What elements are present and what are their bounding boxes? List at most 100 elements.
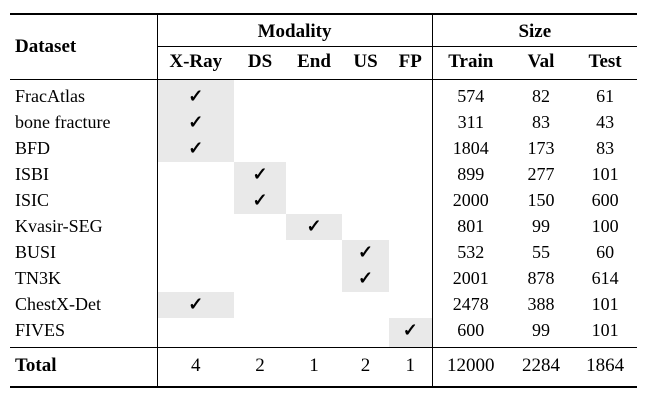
check-icon: ✓: [188, 86, 204, 106]
modality-empty-cell: [389, 292, 432, 318]
column-header-test: Test: [573, 46, 638, 80]
modality-empty-cell: [286, 162, 342, 188]
dataset-name: BUSI: [15, 242, 57, 262]
train-count: 600: [431, 318, 510, 348]
total-label: Total: [10, 347, 157, 387]
check-icon: ✓: [252, 164, 268, 184]
test-count: 101: [591, 320, 619, 340]
modality-check-cell: ✓: [342, 240, 389, 266]
modality-check-cell: ✓: [234, 188, 286, 214]
dataset-name: ISIC: [15, 190, 50, 210]
table-row: BFD ✓ 1804 173 83: [10, 136, 637, 162]
dataset-modality-size-table: Dataset Modality Size X-Ray DS End US FP…: [10, 13, 638, 388]
val-count: 83: [532, 112, 551, 132]
train-count: 1804: [431, 136, 510, 162]
modality-check-cell: ✓: [156, 79, 234, 110]
train-count: 801: [431, 214, 510, 240]
total-end-count: 1: [286, 347, 342, 387]
test-count: 60: [596, 242, 615, 262]
train-count: 2001: [431, 266, 510, 292]
modality-empty-cell: [234, 110, 286, 136]
modality-empty-cell: [389, 80, 432, 111]
modality-empty-cell: [286, 110, 342, 136]
dataset-name: FIVES: [15, 320, 66, 340]
modality-empty-cell: [156, 266, 234, 292]
val-count: 173: [527, 138, 555, 158]
modality-empty-cell: [389, 188, 432, 214]
paper-table-figure: Dataset Modality Size X-Ray DS End US FP…: [10, 13, 638, 388]
column-group-modality: Modality: [156, 14, 433, 47]
modality-empty-cell: [389, 266, 432, 292]
modality-empty-cell: [286, 266, 342, 292]
total-train-count: 12000: [431, 347, 510, 387]
modality-empty-cell: [234, 136, 286, 162]
table-row: ISBI ✓ 899 277 101: [10, 162, 637, 188]
train-count: 2478: [431, 292, 510, 318]
modality-empty-cell: [286, 292, 342, 318]
modality-empty-cell: [286, 80, 342, 111]
modality-empty-cell: [342, 214, 389, 240]
modality-empty-cell: [234, 292, 286, 318]
column-group-size: Size: [431, 14, 638, 47]
modality-empty-cell: [234, 266, 286, 292]
dataset-name: ISBI: [15, 164, 50, 184]
modality-empty-cell: [234, 80, 286, 111]
test-count: 600: [591, 190, 619, 210]
train-count: 899: [431, 162, 510, 188]
total-us-count: 2: [342, 347, 389, 387]
dataset-name: ChestX-Det: [15, 294, 101, 314]
modality-empty-cell: [286, 188, 342, 214]
val-count: 82: [532, 86, 551, 106]
modality-check-cell: ✓: [286, 214, 342, 240]
train-count: 532: [431, 240, 510, 266]
val-count: 388: [527, 294, 555, 314]
header-columns-row: X-Ray DS End US FP Train Val Test: [10, 46, 638, 80]
table-row: TN3K ✓ 2001 878 614: [10, 266, 637, 292]
modality-check-cell: ✓: [156, 110, 234, 136]
modality-check-cell: ✓: [234, 162, 286, 188]
modality-empty-cell: [156, 188, 234, 214]
column-header-end: End: [286, 46, 342, 80]
val-count: 99: [532, 320, 551, 340]
modality-empty-cell: [342, 188, 389, 214]
modality-empty-cell: [389, 240, 432, 266]
header-group-row: Dataset Modality Size: [10, 14, 638, 80]
modality-empty-cell: [156, 214, 234, 240]
modality-empty-cell: [286, 318, 342, 348]
table-row: FIVES ✓ 600 99 101: [10, 318, 637, 348]
test-count: 614: [591, 268, 619, 288]
modality-empty-cell: [156, 240, 234, 266]
dataset-name: TN3K: [15, 268, 61, 288]
test-count: 101: [591, 164, 619, 184]
column-header-xray: X-Ray: [156, 46, 234, 80]
modality-empty-cell: [342, 80, 389, 111]
modality-empty-cell: [389, 136, 432, 162]
column-header-train: Train: [431, 46, 510, 80]
dataset-name: bone fracture: [15, 112, 111, 132]
train-count: 574: [431, 79, 510, 110]
modality-empty-cell: [234, 240, 286, 266]
test-count: 61: [596, 86, 615, 106]
modality-empty-cell: [286, 136, 342, 162]
total-val-count: 2284: [509, 347, 574, 387]
modality-check-cell: ✓: [156, 136, 234, 162]
modality-check-cell: ✓: [156, 292, 234, 318]
check-icon: ✓: [188, 294, 204, 314]
modality-empty-cell: [342, 292, 389, 318]
dataset-name: BFD: [15, 138, 51, 158]
modality-empty-cell: [286, 240, 342, 266]
val-count: 99: [532, 216, 551, 236]
total-ds-count: 2: [234, 347, 286, 387]
check-icon: ✓: [188, 112, 204, 132]
total-row: Total 4 2 1 2 1 12000 2284 1864: [10, 347, 638, 387]
table-row: BUSI ✓ 532 55 60: [10, 240, 637, 266]
column-header-dataset: Dataset: [10, 14, 157, 80]
dataset-name: FracAtlas: [15, 86, 85, 106]
check-icon: ✓: [188, 138, 204, 158]
check-icon: ✓: [306, 216, 322, 236]
column-header-fp: FP: [389, 46, 433, 80]
total-fp-count: 1: [389, 347, 433, 387]
check-icon: ✓: [357, 242, 374, 262]
modality-check-cell: ✓: [342, 266, 389, 292]
modality-empty-cell: [342, 136, 389, 162]
